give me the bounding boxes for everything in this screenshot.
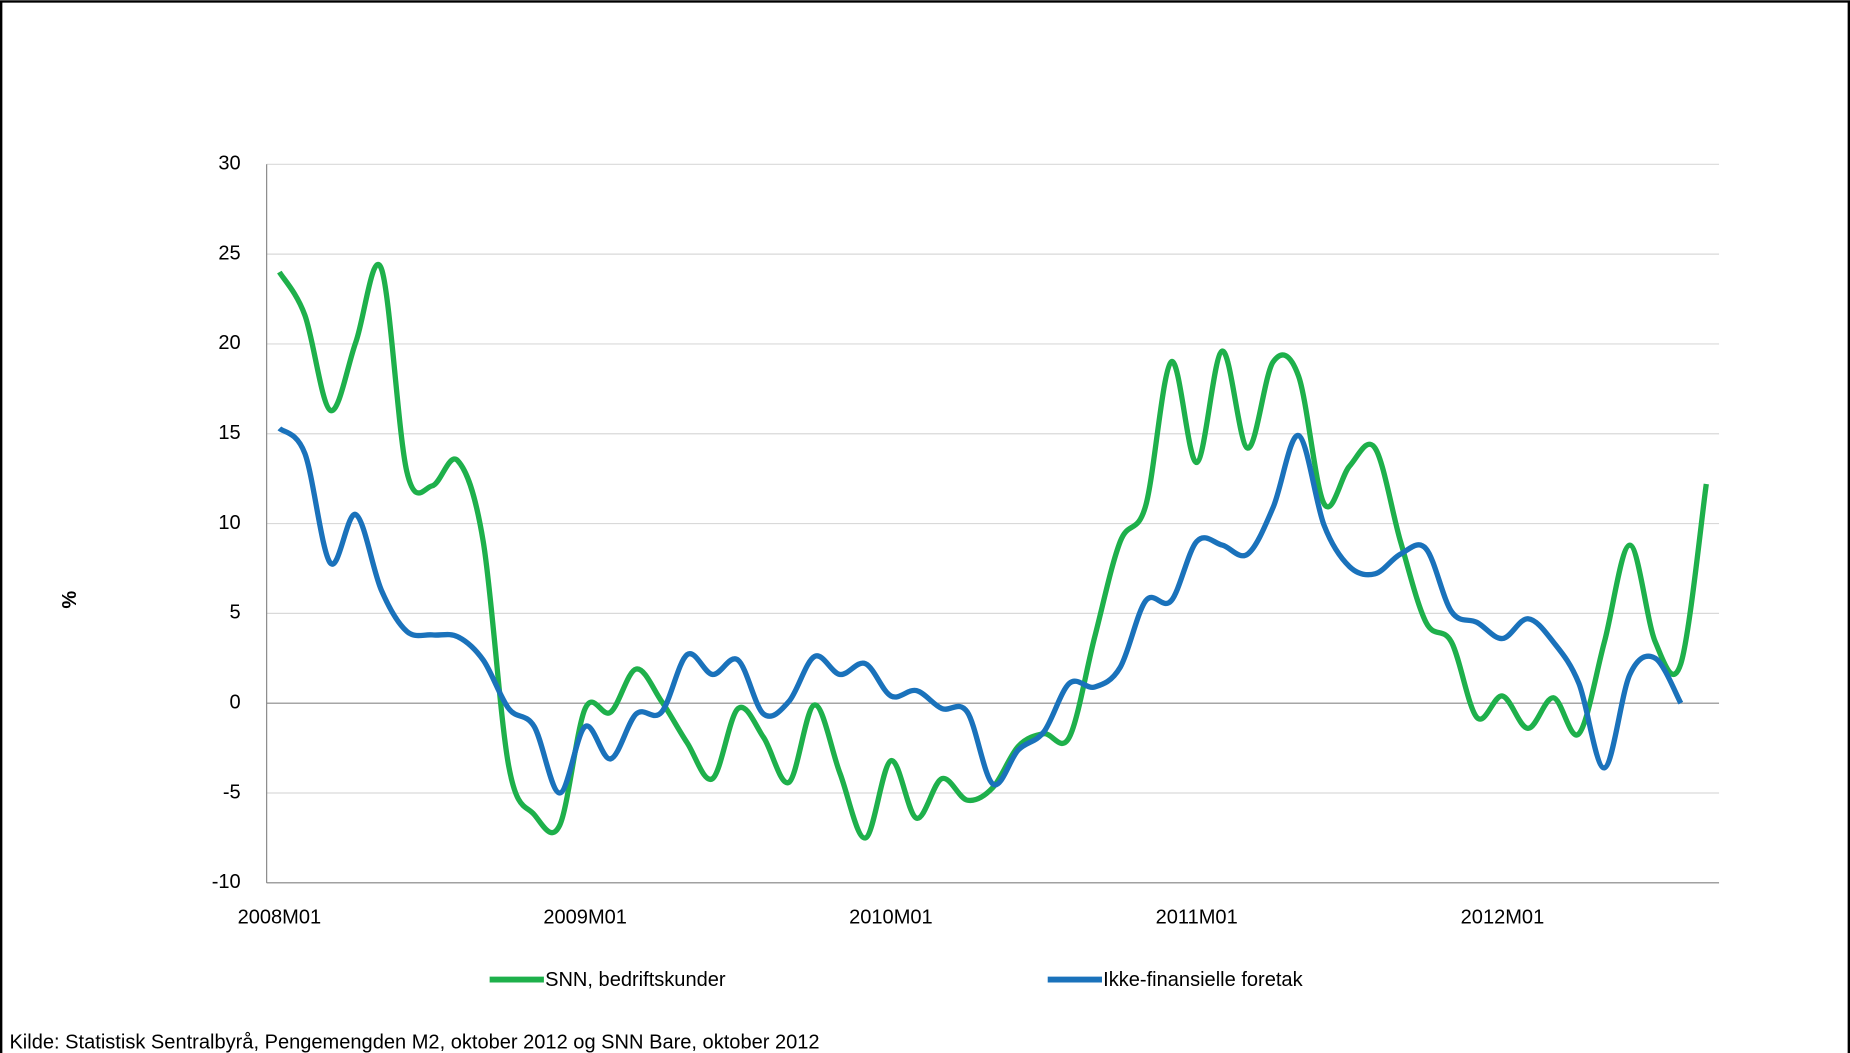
y-tick-label: 30 xyxy=(218,153,240,175)
legend-label: SNN, bedriftskunder xyxy=(545,969,726,991)
x-tick-label: 2011M01 xyxy=(1156,907,1238,929)
y-tick-label: 25 xyxy=(218,242,240,264)
series-line xyxy=(277,426,1684,796)
source-note: Kilde: Statistisk Sentralbyrå, Pengemeng… xyxy=(9,1032,819,1053)
y-tick-label: 5 xyxy=(230,602,241,624)
y-tick-label: -5 xyxy=(223,781,241,803)
y-tick-label: 15 xyxy=(218,422,240,444)
x-tick-label: 2008M01 xyxy=(238,907,322,929)
x-tick-label: 2009M01 xyxy=(543,907,627,929)
y-tick-label: 0 xyxy=(230,691,241,713)
x-tick-label: 2012M01 xyxy=(1461,907,1545,929)
y-tick-label: -10 xyxy=(212,871,241,893)
y-tick-label: 10 xyxy=(218,512,240,534)
x-tick-label: 2010M01 xyxy=(849,907,933,929)
y-axis-label: % xyxy=(59,591,81,609)
legend-label: Ikke-finansielle foretak xyxy=(1103,969,1303,991)
y-tick-label: 20 xyxy=(218,332,240,354)
